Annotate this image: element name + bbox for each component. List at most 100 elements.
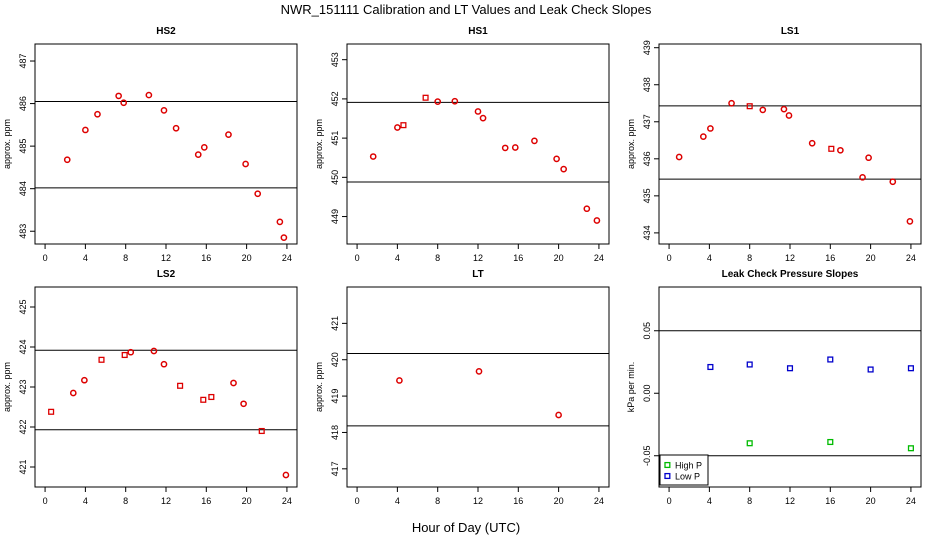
x-tick-label: 24 [594, 496, 604, 506]
x-tick-label: 8 [747, 253, 752, 263]
data-point [242, 160, 249, 168]
data-point-low-p [786, 365, 794, 372]
data-point-low-p [907, 365, 914, 372]
y-tick-label: 485 [18, 139, 28, 154]
data-point [120, 99, 128, 107]
y-tick-label: 421 [18, 459, 28, 474]
y-tick-label: -0.05 [642, 445, 652, 466]
x-tick-label: 24 [282, 253, 292, 263]
plot-frame [34, 43, 298, 245]
data-point [475, 368, 483, 375]
x-tick-label: 4 [395, 496, 400, 506]
plot-frame [658, 43, 922, 245]
plot-frame [346, 286, 610, 488]
data-point [479, 114, 487, 122]
legend-label: Low P [675, 472, 700, 482]
data-point [145, 91, 153, 99]
y-tick-label: 451 [330, 131, 340, 146]
x-tick-label: 8 [123, 253, 128, 263]
x-tick-label: 24 [282, 496, 292, 506]
data-point-high-p [827, 438, 834, 446]
data-point [276, 218, 284, 226]
x-tick-label: 20 [866, 496, 876, 506]
data-point [81, 376, 88, 384]
data-point [780, 105, 788, 113]
data-point [828, 145, 835, 152]
data-point [906, 218, 914, 225]
chart-panel-2: HS1 approx. ppm 0 4 8 12 16 20 24 449 450 451 452 453 [314, 26, 610, 263]
data-point [451, 97, 459, 105]
x-tick-label: 16 [513, 253, 523, 263]
y-axis-label: approx. ppm [2, 119, 12, 169]
x-tick-label: 12 [161, 253, 171, 263]
y-tick-label: 424 [18, 339, 28, 354]
panel-title: LS2 [157, 269, 176, 280]
data-point [200, 144, 208, 151]
data-point [746, 103, 753, 110]
chart-panel-4: LS2 approx. ppm 0 4 8 12 16 20 24 421 422 423 424 425 [2, 269, 298, 506]
legend-marker [664, 472, 671, 480]
x-tick-label: 8 [747, 496, 752, 506]
y-tick-label: 0.00 [642, 384, 652, 402]
data-point [837, 146, 844, 154]
x-axis-label: Hour of Day (UTC) [412, 520, 520, 535]
data-point [553, 155, 560, 163]
data-point [785, 112, 793, 119]
data-point [94, 110, 101, 118]
data-point [200, 396, 207, 403]
data-point [225, 131, 232, 138]
data-point-low-p [827, 356, 834, 363]
data-point [675, 153, 683, 161]
y-tick-label: 419 [330, 389, 340, 404]
legend-marker [664, 461, 671, 469]
y-tick-label: 486 [18, 96, 28, 111]
x-tick-label: 12 [473, 253, 483, 263]
data-point [127, 348, 135, 356]
panel-title: LT [472, 269, 483, 280]
x-tick-label: 4 [707, 496, 712, 506]
y-tick-label: 487 [18, 54, 28, 69]
chart-panel-6: Leak Check Pressure Slopes kPa per min. 0 4… [626, 269, 922, 506]
data-point [150, 347, 158, 355]
data-point [280, 234, 288, 241]
data-point-high-p [746, 440, 753, 447]
panel-title: Leak Check Pressure Slopes [722, 269, 859, 280]
data-point [98, 356, 105, 363]
data-point [865, 154, 872, 162]
y-tick-label: 484 [18, 181, 28, 196]
x-tick-label: 8 [123, 496, 128, 506]
x-tick-label: 0 [667, 253, 672, 263]
x-tick-label: 20 [554, 253, 564, 263]
data-point [172, 124, 180, 132]
y-axis-label: kPa per min. [626, 362, 636, 413]
y-tick-label: 423 [18, 379, 28, 394]
data-point [160, 360, 168, 368]
data-point [282, 471, 290, 479]
y-tick-label: 453 [330, 52, 340, 67]
data-point [859, 173, 866, 181]
x-tick-label: 0 [667, 496, 672, 506]
data-point [707, 125, 714, 132]
y-axis-label: approx. ppm [2, 362, 12, 412]
legend-box [659, 454, 709, 486]
chart-panel-5: LT approx. ppm 0 4 8 12 16 20 24 417 418 419 420 421 [314, 269, 610, 506]
y-tick-label: 435 [642, 188, 652, 203]
data-point [48, 408, 55, 415]
x-tick-label: 8 [435, 253, 440, 263]
data-point [121, 351, 128, 359]
data-point [593, 217, 601, 224]
y-tick-label: 417 [330, 461, 340, 476]
data-point [396, 377, 403, 384]
data-point [434, 98, 442, 105]
x-tick-label: 20 [242, 253, 252, 263]
x-tick-label: 20 [242, 496, 252, 506]
panel-title: HS2 [156, 26, 176, 37]
data-point [177, 382, 184, 389]
y-tick-label: 452 [330, 91, 340, 106]
plot-frame [346, 43, 610, 245]
x-tick-label: 16 [513, 496, 523, 506]
y-tick-label: 418 [330, 425, 340, 440]
data-point-high-p [907, 445, 914, 452]
x-tick-label: 4 [83, 496, 88, 506]
data-point [69, 389, 77, 397]
